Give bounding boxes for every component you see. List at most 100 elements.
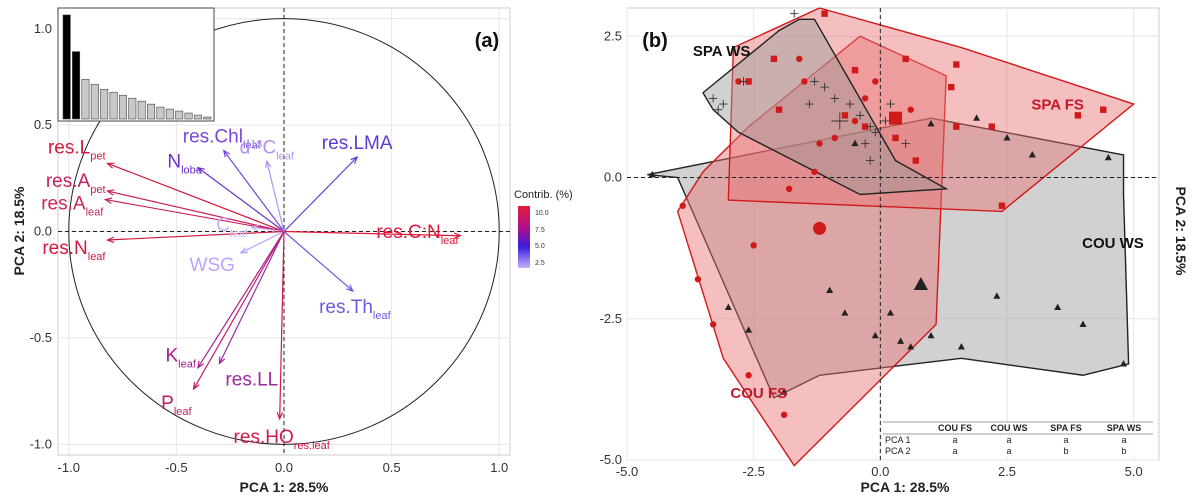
scree-bar	[137, 100, 146, 120]
y-tick-label: -2.5	[600, 311, 622, 326]
point-cou-ws	[851, 139, 859, 147]
arrow-head	[239, 247, 248, 254]
point-cou-fs	[750, 242, 757, 249]
panel-a: res.Lpet Nloberes.Chlleafd13Cleafres.LMAr…	[11, 7, 573, 495]
variable-label-pre: d	[240, 137, 251, 158]
point-cou-ws	[927, 119, 935, 127]
y-tick-label: 0.0	[34, 224, 52, 239]
centroid-cou-ws	[913, 277, 929, 291]
panel-b-y-ticks: 2.5 0.0 -2.5 -5.0	[600, 28, 622, 467]
arrow-head	[106, 162, 115, 169]
point-spa-ws	[820, 82, 829, 92]
point-spa-ws	[855, 111, 865, 120]
legend-tick-label: 10.0	[535, 210, 549, 217]
point-spa-fs	[998, 202, 1006, 209]
group-label: COU FS	[730, 385, 787, 402]
variable-label-sub: leaf	[174, 406, 193, 418]
point-spa-ws	[719, 99, 728, 109]
point-spa-fs	[948, 83, 955, 91]
variable-label-sub: leaf	[86, 207, 105, 219]
arrow-head	[453, 232, 463, 239]
table-cell: a	[1121, 435, 1126, 445]
variable-label-main: K	[165, 346, 178, 367]
point-spa-ws	[714, 105, 723, 114]
point-spa-fs	[953, 61, 960, 68]
legend-tick-label: 7.5	[535, 227, 545, 234]
variable-arrow	[283, 230, 461, 237]
variable-label-presup: 13	[250, 138, 262, 150]
arrow-head	[222, 149, 231, 158]
point-spa-fs	[851, 66, 859, 74]
variable-label-sub: leaf	[230, 228, 249, 240]
x-tick-label: -1.0	[58, 460, 80, 475]
scree-bar	[81, 79, 90, 120]
x-tick-label: 2.5	[998, 464, 1016, 479]
point-cou-fs	[679, 202, 686, 209]
arrow-head	[105, 236, 115, 243]
point-cou-ws	[973, 114, 981, 121]
point-cou-fs	[709, 321, 717, 328]
variable-label-main: P	[161, 393, 174, 414]
legend-tick-label: 5.0	[535, 243, 545, 250]
point-spa-ws	[790, 9, 799, 18]
point-spa-fs	[902, 55, 909, 63]
variable-label: res.HOres.leaf	[234, 427, 331, 452]
point-spa-ws	[901, 139, 910, 148]
legend-title: Contrib. (%)	[514, 189, 573, 201]
centroid-cou-fs	[813, 221, 827, 235]
variable-arrow	[193, 231, 285, 390]
scree-bar	[175, 110, 184, 120]
point-spa-fs	[861, 123, 869, 130]
point-spa-fs	[892, 134, 899, 142]
x-tick-label: -5.0	[616, 464, 638, 479]
scree-bar	[62, 14, 71, 120]
point-cou-ws	[826, 286, 834, 294]
point-cou-ws	[1104, 153, 1112, 161]
scree-bar	[100, 88, 109, 120]
scree-bar	[184, 112, 193, 120]
arrow-head	[350, 155, 359, 164]
variable-arrow	[283, 156, 358, 232]
variable-label-main: res.C:N	[376, 222, 440, 243]
point-spa-ws	[860, 139, 870, 148]
scree-bar	[156, 106, 165, 120]
point-spa-ws	[886, 99, 895, 109]
point-spa-ws	[866, 122, 875, 131]
variable-label-main: res.N	[42, 238, 87, 259]
hull-cou-fs	[676, 35, 947, 467]
point-cou-fs	[816, 140, 823, 147]
variable-label-sub: leaf	[88, 251, 107, 263]
panel-a-y-ticks: 0.5 0.0 -0.5 -1.0	[30, 117, 52, 451]
variable-labels: res.Lpet Nloberes.Chlleafd13Cleafres.LMAr…	[41, 127, 459, 452]
variable-label-main: N	[167, 152, 181, 173]
variable-label-main: res.LMA	[322, 133, 393, 154]
panel-a-y-axis-title: PCA 2: 18.5%	[11, 186, 27, 276]
point-cou-ws	[1003, 134, 1011, 141]
variable-label: res.Thleaf	[319, 297, 392, 322]
point-spa-fs	[775, 106, 783, 113]
point-spa-fs	[821, 10, 828, 17]
point-spa-fs	[912, 157, 919, 164]
variable-label-main: res.L	[48, 137, 90, 158]
variable-label-sub: leaf	[441, 235, 460, 247]
contrib-legend: Contrib. (%) 10.0 7.5 5.0 2.5	[514, 189, 573, 268]
centroid-spa-ws	[831, 112, 849, 130]
group-hulls	[647, 7, 1136, 467]
point-cou-fs	[785, 185, 793, 192]
panel-b-label: (b)	[642, 30, 668, 52]
arrow-head	[276, 412, 284, 421]
panel-a-x-ticks: -1.0 -0.5 0.0 0.5 1.0	[58, 460, 509, 475]
variable-arrow	[240, 230, 285, 254]
x-tick-label: 0.0	[871, 464, 889, 479]
point-cou-ws	[1028, 151, 1036, 158]
table-cell: a	[952, 435, 957, 445]
arrow-head	[346, 284, 355, 293]
table-header-cell: COU FS	[938, 423, 972, 433]
variable-label-sub: pet	[90, 184, 105, 196]
variable-label-main: C	[216, 215, 230, 236]
variable-arrow	[197, 231, 285, 369]
group-label: SPA WS	[693, 43, 751, 60]
variable-label-main: C	[262, 137, 276, 158]
point-cou-fs	[796, 55, 803, 63]
